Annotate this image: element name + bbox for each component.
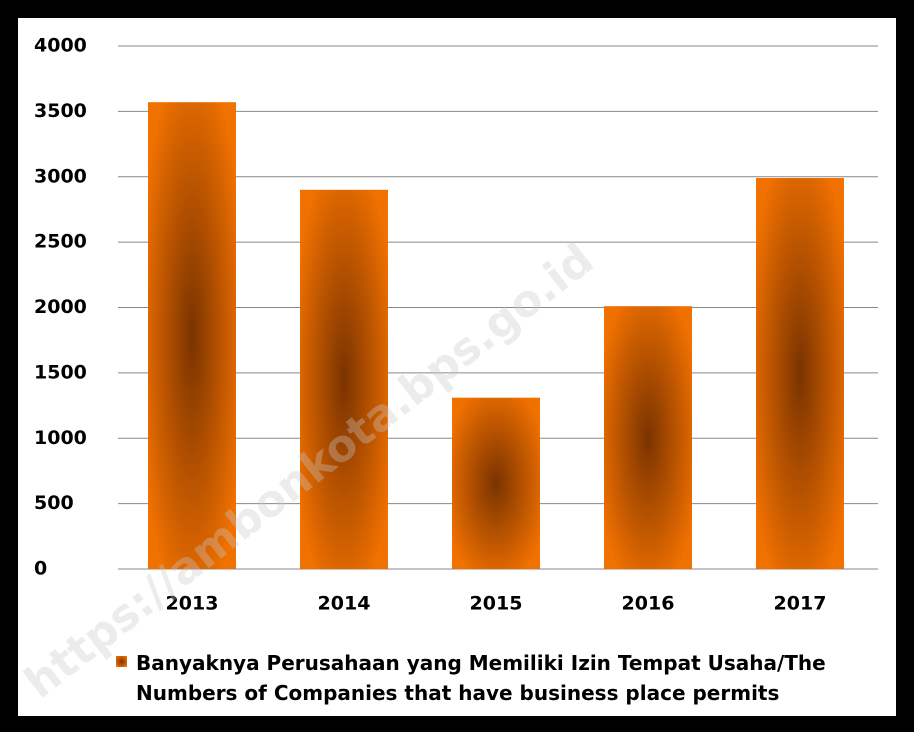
legend-label: Banyaknya Perusahaan yang Memiliki Izin … xyxy=(136,651,826,705)
y-tick-label: 3000 xyxy=(34,165,87,187)
bar xyxy=(756,178,844,569)
y-tick-label: 1000 xyxy=(34,427,87,449)
y-tick-label: 500 xyxy=(34,492,74,514)
y-tick-label: 0 xyxy=(34,558,47,580)
x-tick-label: 2016 xyxy=(622,593,675,615)
x-tick-label: 2014 xyxy=(318,593,371,615)
y-tick-label: 1500 xyxy=(34,361,87,383)
x-tick-label: 2015 xyxy=(470,593,523,615)
x-tick-label: 2013 xyxy=(166,593,219,615)
y-tick-label: 3500 xyxy=(34,100,87,122)
y-tick-label: 2500 xyxy=(34,231,87,253)
bar xyxy=(148,102,236,569)
x-tick-label: 2017 xyxy=(774,593,827,615)
bar xyxy=(452,397,540,569)
bar xyxy=(604,306,692,569)
bar xyxy=(300,189,388,569)
y-tick-label: 2000 xyxy=(34,296,87,318)
legend-swatch xyxy=(116,656,127,667)
y-tick-label: 4000 xyxy=(34,35,87,57)
